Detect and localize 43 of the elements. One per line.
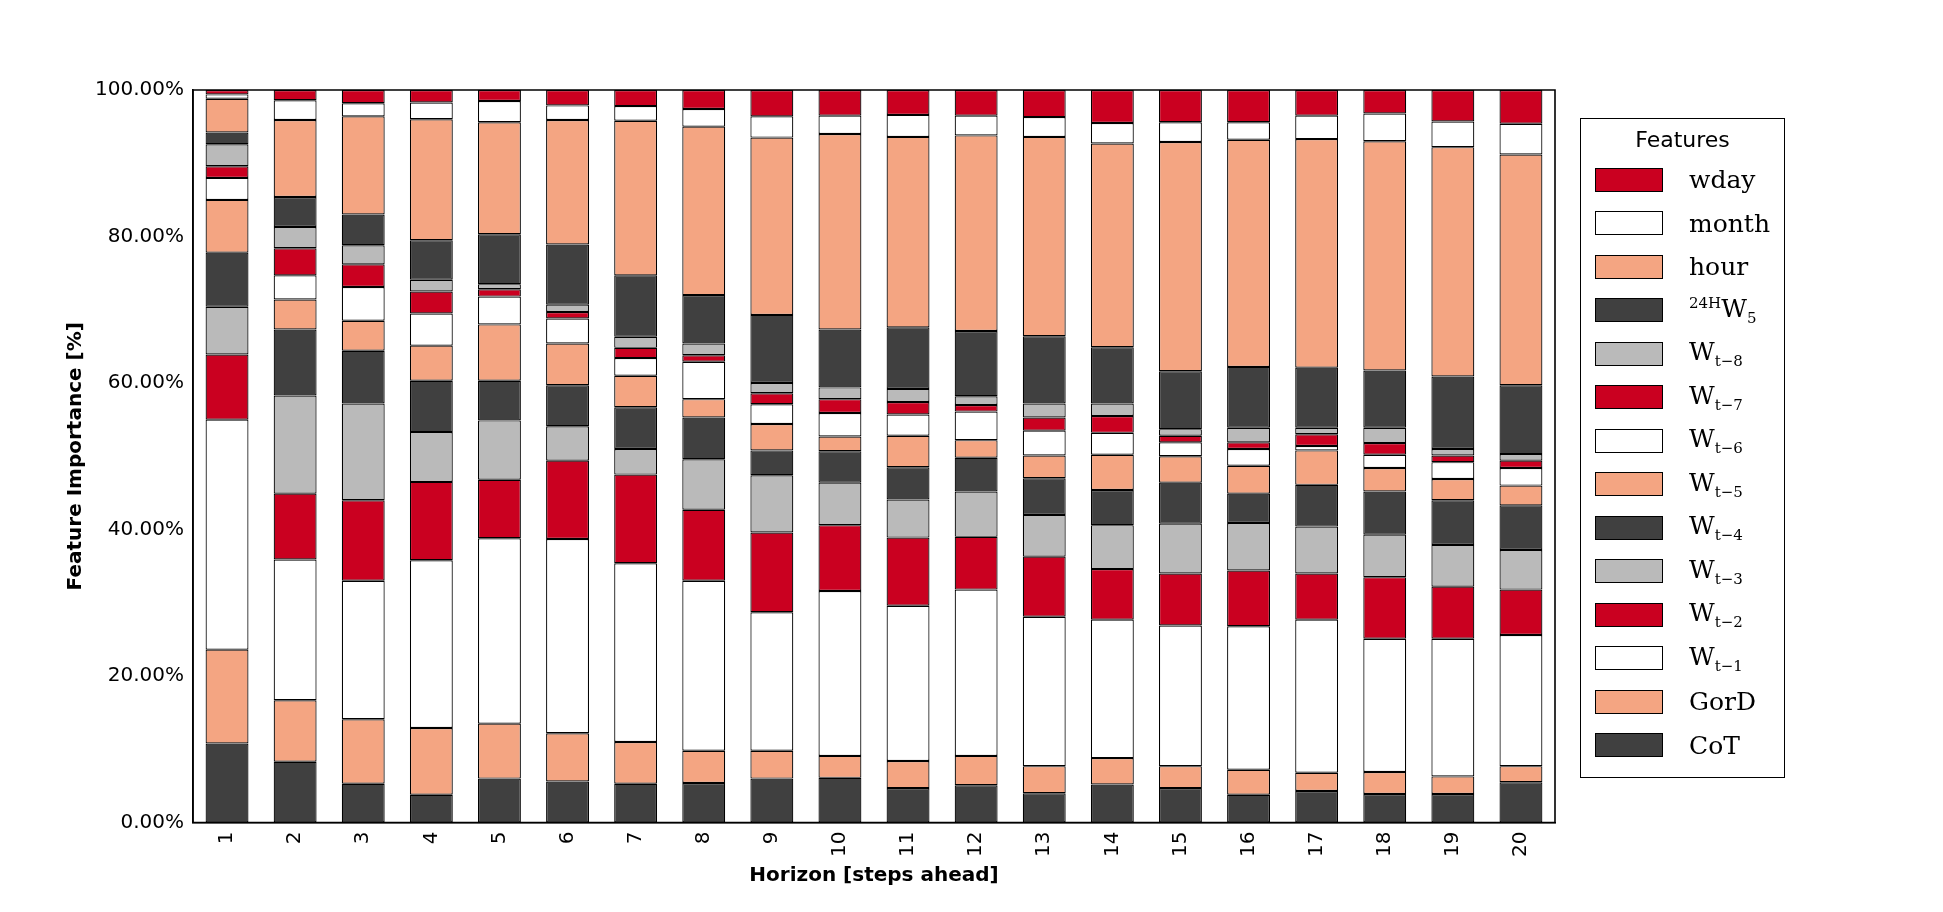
legend-label: W$_{t−7}$: [1689, 380, 1743, 414]
x-axis-title: Horizon [steps ahead]: [749, 862, 999, 887]
y-axis-title: Feature Importance [%]: [62, 322, 87, 591]
legend-label: CoT: [1689, 730, 1740, 760]
x-tick-label: 8: [689, 831, 714, 845]
x-tick-label: 10: [826, 831, 851, 857]
y-tick-label: 60.00%: [107, 369, 184, 394]
text: month: [1689, 208, 1771, 238]
x-tick-label: 13: [1030, 831, 1055, 857]
x-tick-label: 20: [1507, 831, 1532, 857]
x-tick-label: 5: [485, 831, 510, 845]
text: W$_{t−1}$: [1689, 641, 1743, 675]
x-tick-label: 7: [621, 831, 646, 845]
x-tick-label: 9: [758, 831, 783, 845]
y-tick-label: 20.00%: [107, 662, 184, 687]
y-tick-label: 80.00%: [107, 222, 184, 247]
legend-label: W$_{t−4}$: [1689, 511, 1743, 545]
legend-title: Features: [1634, 127, 1731, 152]
y-tick-label: 40.00%: [107, 515, 184, 540]
x-tick-label: 15: [1166, 831, 1191, 857]
y-tick-label: 100.00%: [95, 76, 184, 101]
text: W$_{t−6}$: [1689, 424, 1743, 458]
x-tick-label: 18: [1370, 831, 1395, 857]
legend-label: W$_{t−3}$: [1689, 554, 1743, 588]
x-tick-label: 17: [1302, 831, 1327, 857]
y-tick-label: 0.00%: [120, 808, 184, 833]
x-tick-label: 19: [1439, 831, 1464, 857]
x-tick-label: 4: [417, 831, 442, 845]
x-tick-label: 3: [349, 831, 374, 845]
legend-label: W$_{t−5}$: [1689, 467, 1743, 501]
x-tick-label: 16: [1234, 831, 1259, 857]
x-tick-label: 1: [213, 831, 238, 845]
x-tick-label: 6: [553, 831, 578, 845]
legend-label: W$_{t−8}$: [1689, 337, 1743, 371]
x-tick-label: 2: [281, 831, 306, 845]
legend-label: hour: [1689, 252, 1749, 282]
x-tick-label: 12: [962, 831, 987, 857]
legend-label: wday: [1689, 165, 1756, 195]
x-tick-label: 11: [894, 831, 919, 857]
legend-label: $^{24H}$W$_{5}$: [1689, 293, 1757, 327]
legend-label: GorD: [1689, 687, 1757, 717]
x-tick-label: 14: [1098, 831, 1123, 857]
legend-label: W$_{t−2}$: [1689, 598, 1743, 632]
